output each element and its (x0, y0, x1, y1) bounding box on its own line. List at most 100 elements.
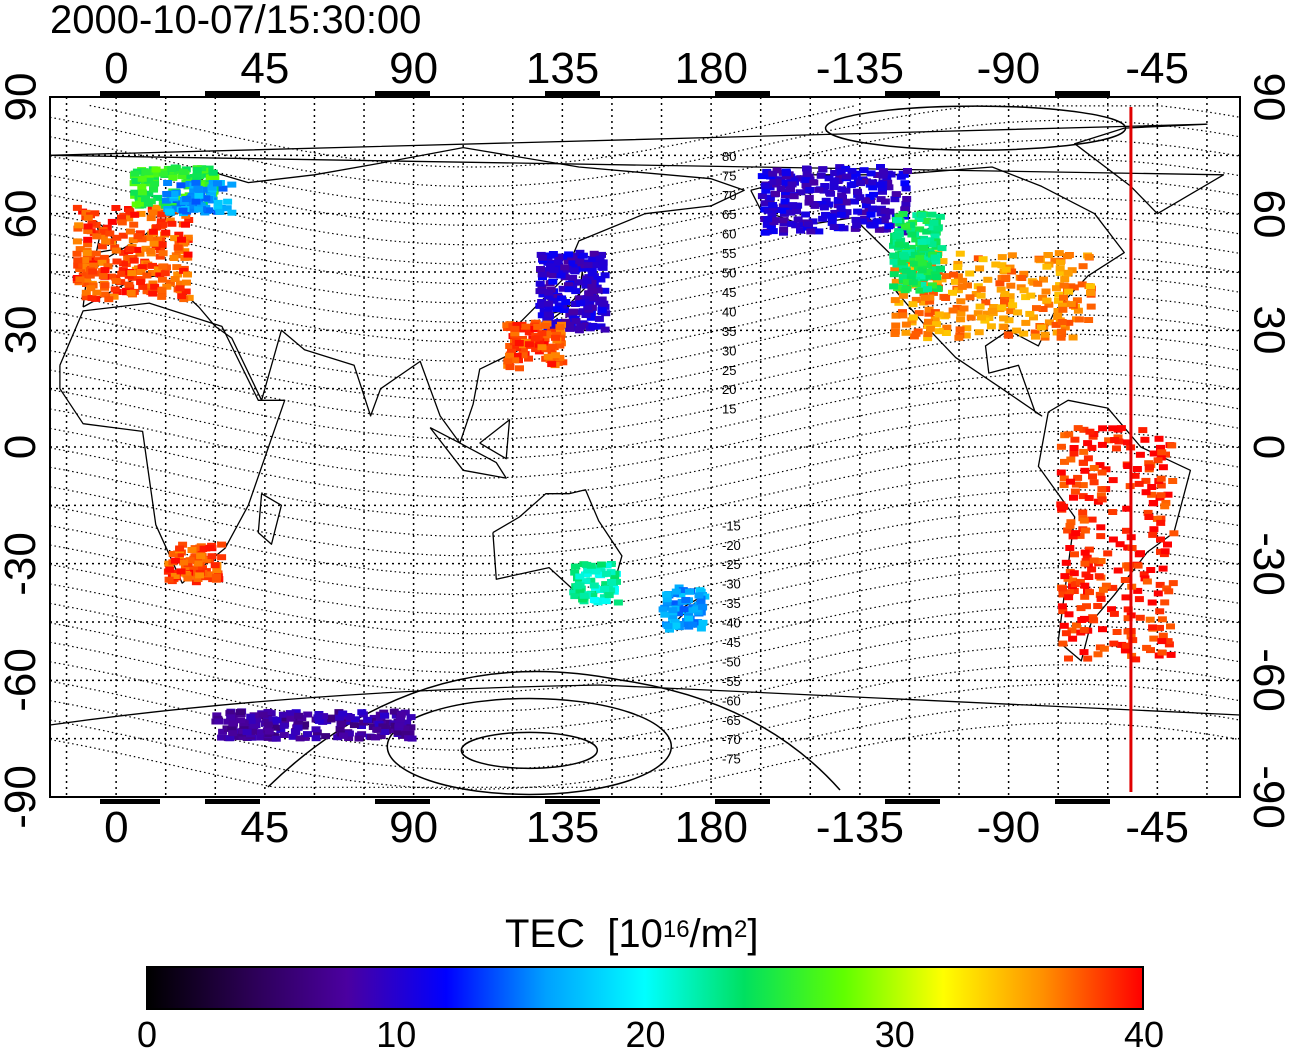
tec-pixel (589, 294, 599, 301)
tec-pixel (1001, 274, 1011, 281)
tec-pixel (543, 332, 553, 339)
tec-pixel (1064, 431, 1074, 438)
tec-pixel (540, 322, 550, 329)
tec-pixel (177, 173, 187, 180)
tec-pixel (518, 352, 528, 359)
tec-pixel (1144, 514, 1154, 520)
tec-pixel (1056, 443, 1066, 450)
tec-pixel (1063, 269, 1073, 276)
tec-pixel (589, 582, 599, 589)
tec-pixel (829, 224, 839, 230)
magnetic-latitude-label: -15 (722, 518, 741, 533)
tec-pixel (83, 227, 93, 234)
tec-pixel (586, 577, 596, 584)
tec-pixel (780, 207, 790, 214)
tec-pixel (1084, 574, 1094, 580)
tec-pixel (938, 258, 948, 265)
tec-pixel (83, 236, 93, 243)
tec-pixel (1013, 309, 1023, 316)
tec-pixel (191, 179, 201, 186)
tec-pixel (560, 264, 570, 271)
tec-pixel (249, 723, 259, 730)
tec-pixel (803, 224, 813, 231)
tec-pixel (671, 600, 681, 607)
magnetic-latitude-line (49, 353, 1241, 440)
tec-pixel (136, 269, 146, 275)
tec-pixel (999, 315, 1009, 322)
tec-pixel (809, 179, 819, 186)
tec-pixel (214, 718, 224, 725)
tec-pixel (922, 218, 932, 224)
tec-pixel (1156, 536, 1165, 543)
tec-pixel (919, 299, 929, 306)
tec-pixel (590, 262, 600, 268)
tec-pixel (606, 569, 616, 576)
tec-pixel (779, 229, 788, 236)
tec-pixel (170, 557, 180, 564)
tec-pixel (1044, 319, 1054, 326)
tec-pixel (1104, 437, 1114, 444)
tec-pixel (1101, 582, 1111, 589)
tec-pixel (1064, 288, 1074, 295)
tec-pixel (109, 293, 119, 300)
tec-pixel (1141, 477, 1151, 484)
tec-pixel (191, 579, 201, 586)
magnetic-latitude-label: 15 (722, 402, 736, 417)
tec-pixel (279, 732, 289, 738)
tec-pixel (196, 553, 206, 560)
tec-pixel (229, 720, 238, 727)
tec-pixel (548, 278, 558, 285)
tec-pixel (138, 283, 148, 290)
tec-pixel (181, 288, 191, 295)
tec-pixel (189, 206, 199, 213)
tec-pixel (1080, 560, 1090, 567)
tec-pixel (1058, 591, 1068, 598)
tec-pixel (129, 257, 139, 264)
tec-pixel (796, 227, 805, 234)
tec-pixel (256, 734, 266, 741)
tec-pixel (953, 287, 963, 294)
tec-pixel (866, 170, 876, 177)
tec-pixel (836, 205, 846, 212)
tec-pixel (543, 311, 553, 318)
tec-pixel (1059, 482, 1069, 488)
tec-pixel (792, 208, 801, 215)
frame-tick (100, 799, 160, 804)
tec-pixel (213, 199, 223, 206)
tec-pixel (357, 723, 366, 729)
tec-pixel (110, 244, 120, 251)
tec-pixel (236, 717, 246, 724)
tec-pixel (1066, 301, 1076, 308)
tec-pixel (1085, 428, 1095, 435)
tec-pixel (175, 285, 185, 292)
tec-pixel (1076, 605, 1086, 612)
tec-pixel (788, 202, 798, 209)
tec-pixel (152, 224, 162, 231)
tec-pixel (81, 209, 91, 216)
magnetic-latitude-line (49, 450, 1241, 538)
tec-pixel (868, 205, 877, 212)
top-longitude-label: 45 (240, 44, 290, 93)
tec-pixel (1156, 475, 1166, 482)
tec-pixel (1088, 473, 1097, 480)
magnetic-latitude-label: -60 (722, 693, 741, 708)
magnetic-latitude-label: 35 (722, 324, 736, 339)
tec-pixel (150, 180, 160, 187)
tec-pixel (87, 295, 97, 301)
magnetic-latitude-line (49, 236, 1241, 324)
tec-pixel (829, 182, 839, 189)
tec-pixel (555, 324, 565, 331)
tec-pixel (165, 217, 175, 224)
tec-pixel (1031, 333, 1040, 340)
tec-pixel (1055, 265, 1065, 272)
tec-pixel (207, 191, 217, 198)
tec-pixel (1163, 491, 1173, 498)
tec-pixel (543, 353, 553, 360)
tec-pixel (180, 254, 190, 261)
tec-pixel (101, 238, 111, 245)
tec-pixel (853, 188, 862, 195)
tec-pixel (141, 196, 150, 202)
bottom-longitude-label: 45 (240, 803, 290, 852)
tec-pixel (586, 314, 596, 321)
tec-pixel (1087, 566, 1097, 573)
